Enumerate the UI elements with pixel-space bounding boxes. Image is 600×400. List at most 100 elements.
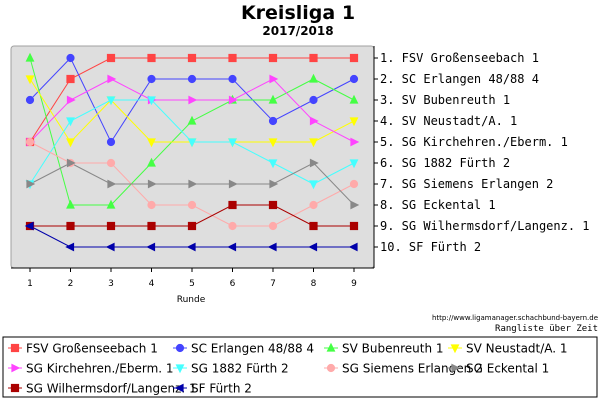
data-point [267,242,277,252]
data-point [25,137,35,147]
x-tick-label: 7 [270,279,276,289]
legend-marker [10,343,20,353]
data-point [187,200,197,210]
legend-label: SV Neustadt/A. 1 [466,342,568,356]
rank-label: 8. SG Eckental 1 [380,198,496,212]
data-point [25,75,35,85]
rank-label: 2. SC Erlangen 48/88 4 [380,72,539,86]
chart-note: Rangliste über Zeit [495,324,598,334]
rank-label: 3. SV Bubenreuth 1 [380,93,510,107]
data-point [147,74,156,84]
data-point [66,138,75,148]
rank-labels: 1. FSV Großenseebach 1 2. SC Erlangen 48… [374,51,590,254]
data-point [187,221,197,231]
data-point [66,117,75,127]
data-point [24,221,34,231]
data-point [269,74,279,84]
data-point [66,221,75,231]
x-axis-label: Runde [177,295,206,305]
data-point [65,242,75,252]
x-axis-ticks: 1 2 3 4 5 6 7 8 9 [27,268,357,289]
data-point [350,200,360,210]
legend-label: SV Bubenreuth 1 [342,342,444,356]
data-point [309,53,318,63]
rank-label: 10. SF Fürth 2 [380,240,481,254]
series-markers [24,52,360,252]
legend-marker [451,363,461,373]
legend-marker [326,363,336,373]
data-point [187,138,197,148]
data-point [107,179,117,189]
data-point [147,96,156,106]
data-point [26,179,36,189]
data-point [106,221,116,231]
data-point [350,137,360,147]
data-point [349,74,359,84]
data-point [66,158,76,168]
legend: FSV Großenseebach 1 SC Erlangen 48/88 4 SV… [8,342,568,396]
legend-label: SG Kirchehren./Eberm. 1 [26,362,174,376]
data-point [187,74,197,84]
source-url: http://www.ligamanager.schachbund-bayern… [432,314,598,322]
data-point [228,200,237,210]
data-point [107,74,117,84]
legend-label: FSV Großenseebach 1 [26,342,158,356]
x-tick-label: 5 [189,279,195,289]
data-point [228,53,237,63]
data-point [186,242,196,252]
data-point [349,221,359,231]
data-point [147,53,156,63]
rank-label: 4. SV Neustadt/A. 1 [380,114,517,128]
data-point [228,95,238,105]
x-tick-label: 4 [149,279,155,289]
chart-title: Kreisliga 1 [241,2,355,24]
data-point [309,221,318,231]
legend-marker [10,383,20,393]
data-point [309,200,318,210]
data-point [187,53,197,63]
data-point [228,74,237,84]
data-point [228,221,237,231]
rank-label: 6. SG 1882 Fürth 2 [380,156,510,170]
data-point [268,94,278,104]
rank-label: 9. SG Wilhermsdorf/Langenz. 1 [380,219,590,233]
data-point [269,179,279,189]
legend-marker [175,364,185,374]
data-point [349,117,359,127]
legend-label: SG Eckental 1 [466,362,549,376]
data-point [106,53,116,63]
data-point [147,200,156,210]
data-point [349,159,359,169]
data-point [25,52,35,62]
rank-label: 1. FSV Großenseebach 1 [380,51,539,65]
data-point [147,138,156,148]
data-point [309,95,318,105]
data-point [147,179,157,189]
data-point [268,138,278,148]
data-point [66,199,75,209]
chart-subtitle: 2017/2018 [262,24,333,38]
data-point [309,138,318,148]
data-point [309,73,318,83]
data-point [349,179,359,189]
legend-marker [175,343,185,353]
legend-label: SG Siemens Erlangen 2 [342,362,483,376]
data-point [188,179,198,189]
legend-label: SF Fürth 2 [191,382,252,396]
data-point [268,221,278,231]
legend-marker [11,363,21,373]
data-point [309,180,318,190]
data-point [106,137,116,147]
x-tick-label: 8 [311,279,317,289]
data-point [188,95,198,105]
data-point [268,116,278,126]
data-point [187,115,197,125]
data-point [349,53,359,63]
legend-label: SG 1882 Fürth 2 [191,362,289,376]
x-tick-label: 2 [68,279,74,289]
data-point [147,157,156,167]
data-point [66,95,76,105]
data-point [228,179,238,189]
data-point [227,242,237,252]
